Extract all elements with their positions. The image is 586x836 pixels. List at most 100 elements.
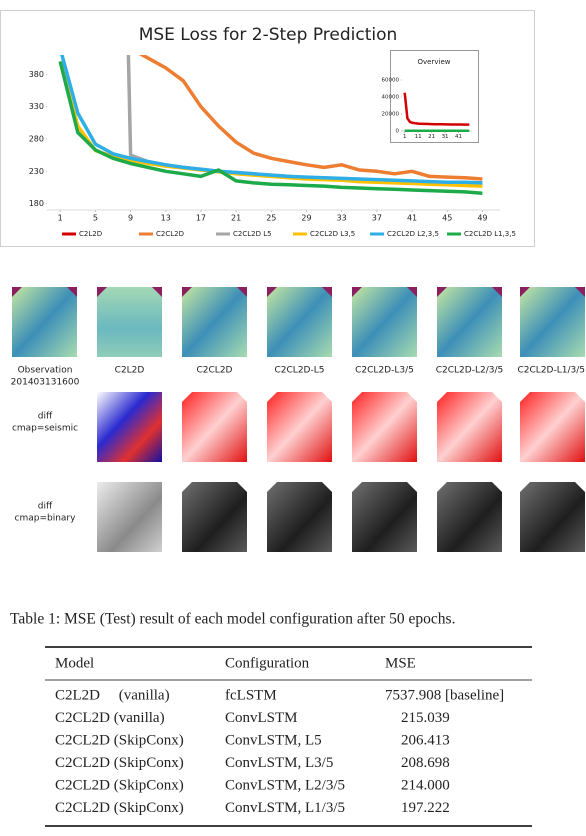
image-panel xyxy=(437,287,502,357)
x-tick-label: 1 xyxy=(58,214,63,223)
table-cell: C2CL2D (SkipConx) xyxy=(55,777,184,793)
image-panel xyxy=(520,392,585,462)
image-panel xyxy=(12,287,77,357)
x-tick-label: 21 xyxy=(231,214,241,223)
image-panel xyxy=(97,392,162,462)
image-panel xyxy=(437,482,502,552)
table-cell: fcLSTM xyxy=(225,687,277,703)
image-panel xyxy=(437,392,502,462)
x-tick-label: 25 xyxy=(266,214,276,223)
image-corner xyxy=(520,287,585,297)
y-tick-label: 0 xyxy=(396,129,400,135)
column-label: C2CL2D-L1/3/5 xyxy=(518,366,585,376)
image-panel xyxy=(352,392,417,462)
table-cell: ConvLSTM, L1/3/5 xyxy=(225,800,345,816)
table-cell: 214.000 xyxy=(401,777,450,793)
image-panel xyxy=(267,392,332,462)
image-panel xyxy=(520,287,585,357)
image-corner xyxy=(182,392,247,402)
table-caption: Table 1: MSE (Test) result of each model… xyxy=(10,611,455,628)
table-cell: C2CL2D (vanilla) xyxy=(55,710,165,726)
image-corner xyxy=(437,392,502,402)
image-corner xyxy=(520,392,585,402)
series-line xyxy=(58,61,483,195)
column-label: 201403131600 xyxy=(11,378,80,388)
column-label: C2CL2D-L5 xyxy=(275,366,325,376)
column-label: Observation xyxy=(18,366,73,376)
image-corner xyxy=(520,482,585,492)
table-header: MSE xyxy=(385,655,416,671)
legend-label: C2CL2D L2,3,5 xyxy=(387,230,439,238)
image-panel xyxy=(182,287,247,357)
series-line xyxy=(60,55,483,185)
table-header: Configuration xyxy=(225,655,310,671)
image-panel xyxy=(97,287,162,357)
y-tick-label: 60000 xyxy=(382,78,400,84)
table-cell: 208.698 xyxy=(401,755,450,771)
image-corner xyxy=(352,287,417,297)
column-label: C2CL2D xyxy=(197,366,233,376)
image-panel xyxy=(520,482,585,552)
image-corner xyxy=(182,287,247,297)
legend-label: C2CL2D xyxy=(156,230,184,238)
table-cell: 215.039 xyxy=(401,710,450,726)
series-line xyxy=(403,92,470,126)
image-corner xyxy=(267,482,332,492)
legend-label: C2L2D xyxy=(79,230,102,238)
table-cell: 197.222 xyxy=(401,800,450,816)
image-corner xyxy=(97,287,162,297)
row-label: cmap=binary xyxy=(15,514,77,524)
x-tick-label: 41 xyxy=(407,214,417,223)
table-cell: ConvLSTM, L5 xyxy=(225,732,322,748)
image-corner xyxy=(437,482,502,492)
x-tick-label: 49 xyxy=(477,214,487,223)
chart-title: MSE Loss for 2-Step Prediction xyxy=(139,25,398,45)
table-header: Model xyxy=(55,655,94,671)
legend-label: C2CL2D L3,5 xyxy=(310,230,355,238)
x-tick-label: 1 xyxy=(403,134,407,140)
image-corner xyxy=(352,482,417,492)
image-corner xyxy=(182,482,247,492)
image-corner xyxy=(437,287,502,297)
table-cell: ConvLSTM, L2/3/5 xyxy=(225,777,345,793)
legend-label: C2CL2D L1,3,5 xyxy=(464,230,516,238)
row-label: diff xyxy=(38,412,53,422)
image-panel xyxy=(182,392,247,462)
image-panel xyxy=(267,482,332,552)
column-label: C2CL2D-L3/5 xyxy=(355,366,414,376)
x-tick-label: 29 xyxy=(301,214,311,223)
table-cell: 206.413 xyxy=(401,732,450,748)
y-tick-label: 40000 xyxy=(382,95,400,101)
x-tick-label: 41 xyxy=(455,134,462,140)
x-tick-label: 31 xyxy=(442,134,449,140)
table-cell: C2CL2D (SkipConx) xyxy=(55,732,184,748)
column-label: C2L2D xyxy=(115,366,145,376)
x-tick-label: 11 xyxy=(415,134,422,140)
series-line xyxy=(138,55,483,181)
y-tick-label: 180 xyxy=(29,199,44,208)
image-panel xyxy=(267,287,332,357)
x-tick-label: 33 xyxy=(337,214,347,223)
table-cell: ConvLSTM, L3/5 xyxy=(225,755,333,771)
y-tick-label: 20000 xyxy=(382,112,400,118)
image-corner xyxy=(267,287,332,297)
x-tick-label: 45 xyxy=(442,214,452,223)
table-cell: C2CL2D (SkipConx) xyxy=(55,800,184,816)
x-tick-label: 9 xyxy=(128,214,133,223)
y-tick-label: 230 xyxy=(29,167,44,176)
x-tick-label: 5 xyxy=(93,214,98,223)
image-panel xyxy=(182,482,247,552)
x-tick-label: 13 xyxy=(161,214,171,223)
table-cell: 7537.908 [baseline] xyxy=(385,687,504,703)
image-corner xyxy=(12,287,77,297)
row-label: diff xyxy=(38,502,53,512)
image-corner xyxy=(352,392,417,402)
image-panel xyxy=(352,287,417,357)
y-tick-label: 330 xyxy=(29,102,44,111)
row-label: cmap=seismic xyxy=(12,424,78,434)
table-cell: C2L2D (vanilla) xyxy=(55,687,170,703)
image-panel xyxy=(352,482,417,552)
image-grid: Observation 201403131600 C2L2D C2CL2D C2CL2D… xyxy=(11,287,585,552)
table-cell: C2CL2D (SkipConx) xyxy=(55,755,184,771)
